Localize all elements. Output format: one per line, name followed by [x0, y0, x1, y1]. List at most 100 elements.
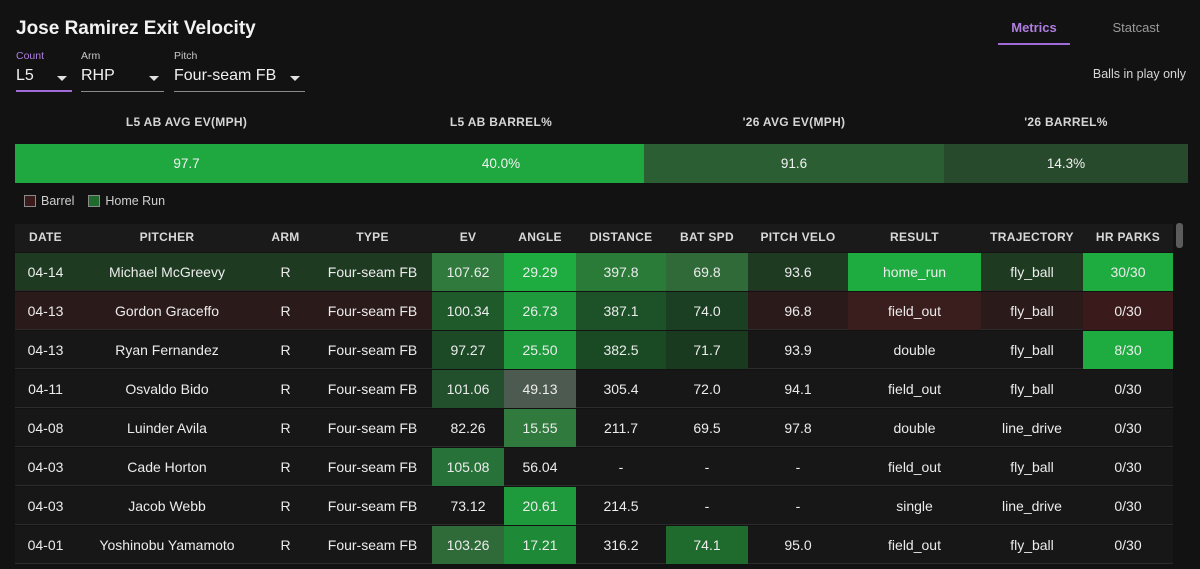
cell-bat-spd: 74.0	[666, 292, 748, 330]
cell-angle: 56.04	[522, 459, 558, 475]
cell-distance: 397.8	[576, 253, 666, 291]
cell-hr-parks: 0/30	[1114, 459, 1142, 475]
column-header-trajectory[interactable]: TRAJECTORY	[990, 230, 1074, 244]
table-header: DATE PITCHER ARM TYPE EV ANGLE DISTANCE BAT SPD…	[15, 224, 1173, 252]
cell-ev: 100.34	[432, 292, 504, 330]
cell-arm: R	[280, 303, 291, 319]
scrollbar-thumb[interactable]	[1176, 223, 1183, 248]
cell-date: 04-13	[27, 303, 64, 319]
column-header-pitcher[interactable]: PITCHER	[139, 230, 195, 244]
summary-value-26-avg-ev: 91.6	[644, 144, 944, 183]
tab-bar: Metrics Statcast	[998, 20, 1186, 46]
column-header-arm[interactable]: ARM	[271, 230, 300, 244]
cell-type: Four-seam FB	[327, 420, 418, 436]
scrollbar-track[interactable]	[1176, 222, 1184, 569]
cell-pitcher: Luinder Avila	[127, 420, 207, 436]
column-header-angle[interactable]: ANGLE	[518, 230, 562, 244]
column-header-date[interactable]: DATE	[29, 230, 62, 244]
cell-trajectory: fly_ball	[1010, 303, 1054, 319]
cell-hr-parks: 30/30	[1083, 253, 1173, 291]
cell-bat-spd: -	[704, 498, 710, 514]
cell-trajectory: fly_ball	[1010, 342, 1054, 358]
cell-arm: R	[280, 498, 291, 514]
summary-label-26-barrel: '26 BARREL%	[1024, 115, 1108, 129]
cell-hr-parks: 8/30	[1083, 331, 1173, 369]
cell-date: 04-08	[27, 420, 64, 436]
cell-distance: 316.2	[603, 537, 639, 553]
cell-pitcher: Yoshinobu Yamamoto	[99, 537, 235, 553]
page-title: Jose Ramirez Exit Velocity	[16, 18, 256, 39]
cell-ev: 101.06	[432, 370, 504, 408]
home-run-swatch	[88, 195, 101, 207]
cell-angle: 15.55	[504, 409, 576, 447]
cell-result: field_out	[888, 459, 941, 475]
arm-select[interactable]: Arm RHP	[81, 50, 164, 92]
table-row[interactable]: 04-14 Michael McGreevy R Four-seam FB 107.62…	[15, 253, 1173, 291]
pitch-dropdown[interactable]: Four-seam FB	[174, 67, 305, 92]
table-row[interactable]: 04-03 Cade Horton R Four-seam FB 105.08 56.04…	[15, 448, 1173, 486]
cell-type: Four-seam FB	[327, 303, 418, 319]
table-row[interactable]: 04-08 Luinder Avila R Four-seam FB 82.26 15.5…	[15, 409, 1173, 447]
column-header-bat-spd[interactable]: BAT SPD	[680, 230, 734, 244]
cell-angle: 49.13	[504, 370, 576, 408]
cell-result: field_out	[888, 381, 941, 397]
chevron-down-icon	[290, 76, 300, 81]
legend-item-home-run: Home Run	[88, 194, 165, 208]
table-row[interactable]: 04-13 Gordon Graceffo R Four-seam FB 100.34 2…	[15, 292, 1173, 330]
cell-arm: R	[280, 459, 291, 475]
cell-trajectory: fly_ball	[1010, 459, 1054, 475]
balls-in-play-toggle[interactable]: Balls in play only	[1092, 67, 1186, 81]
summary-label-l5-barrel: L5 AB BARREL%	[449, 115, 553, 129]
table-row[interactable]: 04-13 Ryan Fernandez R Four-seam FB 97.27 25.…	[15, 331, 1173, 369]
column-header-distance[interactable]: DISTANCE	[589, 230, 653, 244]
column-header-pitch-velo[interactable]: PITCH VELO	[760, 230, 836, 244]
cell-bat-spd: 74.1	[666, 526, 748, 564]
cell-type: Four-seam FB	[327, 498, 418, 514]
cell-hr-parks: 0/30	[1114, 498, 1142, 514]
column-header-ev[interactable]: EV	[459, 230, 477, 244]
cell-angle: 20.61	[504, 487, 576, 525]
legend-barrel-label: Barrel	[41, 194, 75, 208]
cell-hr-parks: 0/30	[1083, 292, 1173, 330]
cell-hr-parks: 0/30	[1114, 420, 1142, 436]
cell-ev: 97.27	[432, 331, 504, 369]
cell-pitcher: Jacob Webb	[128, 498, 206, 514]
cell-distance: 382.5	[576, 331, 666, 369]
table-row[interactable]: 04-03 Jacob Webb R Four-seam FB 73.12 20.61 21…	[15, 487, 1173, 525]
column-header-hr-parks[interactable]: HR PARKS	[1095, 230, 1161, 244]
cell-ev: 107.62	[432, 253, 504, 291]
cell-arm: R	[280, 537, 291, 553]
count-dropdown[interactable]: L5	[16, 67, 72, 92]
cell-pitch-velo: -	[795, 498, 801, 514]
pitch-select[interactable]: Pitch Four-seam FB	[174, 50, 305, 92]
table-row[interactable]: 04-11 Osvaldo Bido R Four-seam FB 101.06 49.1…	[15, 370, 1173, 408]
tab-statcast[interactable]: Statcast	[1112, 20, 1160, 35]
cell-distance: 387.1	[576, 292, 666, 330]
arm-label: Arm	[81, 50, 101, 62]
summary-value-l5-barrel: 40.0%	[358, 144, 644, 183]
cell-bat-spd: 71.7	[666, 331, 748, 369]
cell-bat-spd: -	[704, 459, 710, 475]
cell-pitch-velo: 96.8	[784, 303, 812, 319]
legend-item-barrel: Barrel	[24, 194, 74, 208]
cell-pitcher: Michael McGreevy	[109, 264, 225, 280]
cell-arm: R	[280, 420, 291, 436]
cell-result: double	[893, 420, 936, 436]
table-row[interactable]: 04-01 Yoshinobu Yamamoto R Four-seam FB 103.…	[15, 526, 1173, 564]
cell-distance: 305.4	[603, 381, 639, 397]
cell-bat-spd: 69.5	[693, 420, 721, 436]
column-header-type[interactable]: TYPE	[356, 230, 389, 244]
column-header-result[interactable]: RESULT	[890, 230, 939, 244]
cell-date: 04-03	[27, 498, 64, 514]
cell-pitch-velo: 97.8	[784, 420, 812, 436]
legend-home-run-label: Home Run	[105, 194, 166, 208]
count-select[interactable]: Count L5	[16, 50, 72, 92]
cell-type: Four-seam FB	[327, 381, 418, 397]
tab-metrics[interactable]: Metrics	[998, 20, 1070, 45]
cell-result: single	[896, 498, 933, 514]
arm-dropdown[interactable]: RHP	[81, 67, 164, 92]
cell-type: Four-seam FB	[327, 264, 418, 280]
chevron-down-icon	[57, 76, 67, 81]
cell-arm: R	[280, 342, 291, 358]
legend: Barrel Home Run	[24, 194, 179, 208]
